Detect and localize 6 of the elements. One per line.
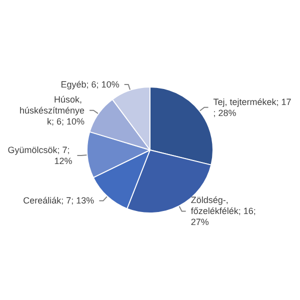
slice-label: Tej, tejtermékek; 17; 28% bbox=[213, 96, 292, 118]
slice-label: Gyümölcsök; 7; 12% bbox=[8, 145, 72, 166]
slice-label: Zöldség-, főzelékfélék; 16; 27% bbox=[190, 195, 258, 228]
slice-label: Cereáliák; 7; 13% bbox=[23, 196, 94, 206]
slice-label: Egyéb; 6; 10% bbox=[60, 79, 120, 90]
slice-label: Húsok, húskészítmények; 6; 10% bbox=[20, 94, 85, 126]
